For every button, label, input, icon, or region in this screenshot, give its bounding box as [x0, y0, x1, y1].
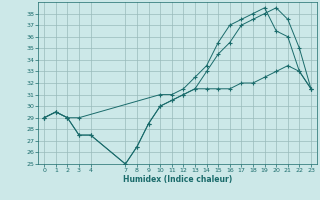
X-axis label: Humidex (Indice chaleur): Humidex (Indice chaleur)	[123, 175, 232, 184]
